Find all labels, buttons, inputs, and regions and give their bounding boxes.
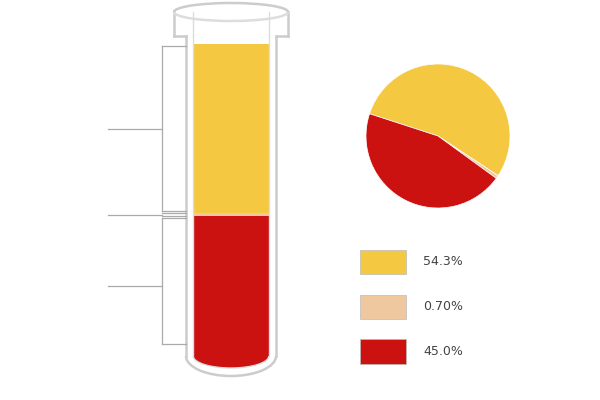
Ellipse shape [193,344,269,368]
Bar [0,0,186,400]
Wedge shape [370,64,510,176]
Bar [193,44,269,214]
Text: 45.0%: 45.0% [423,345,463,358]
Bar [193,214,269,216]
Bar [360,250,406,274]
Bar [193,44,269,356]
Text: 54.3%: 54.3% [423,256,463,268]
Bar [360,340,406,364]
Text: 0.70%: 0.70% [423,300,463,313]
Text: White Blood Cells: White Blood Cells [0,208,102,221]
Text: Plasma: Plasma [57,122,102,135]
Text: Red Blood Cells: Red Blood Cells [5,279,102,292]
Bar [360,294,406,319]
Bar [276,0,366,400]
Wedge shape [438,136,498,178]
Bar [193,216,269,356]
Wedge shape [366,114,496,208]
